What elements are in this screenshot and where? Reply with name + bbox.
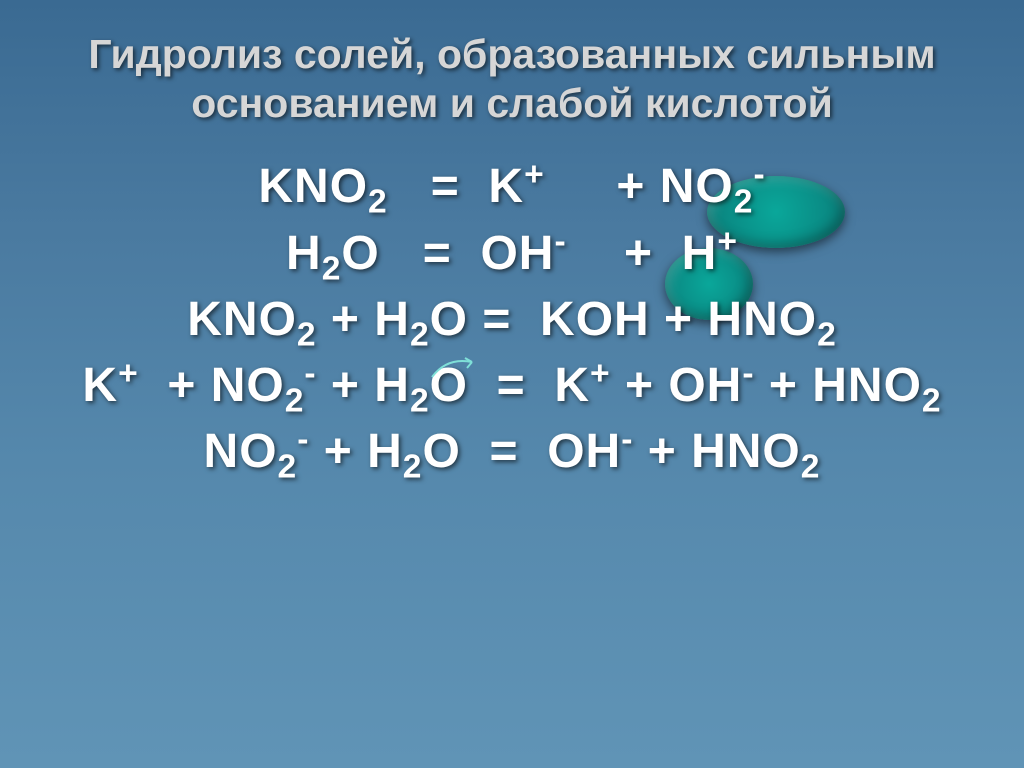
- equation-line-3: KNO2 + H2O = KOH + HNO2: [30, 287, 994, 353]
- equation-line-5: NO2- + H2O = OH- + HNO2: [30, 419, 994, 485]
- equation-line-4: K+ + NO2- + H2O = K+ + OH- + HNO2: [30, 353, 994, 419]
- equation-block: KNO2 = K+ + NO2- H2O = OH- + H+ KNO2 + H…: [30, 154, 994, 485]
- slide-title: Гидролиз солей, образованных сильным осн…: [30, 30, 994, 128]
- equation-line-2: H2O = OH- + H+: [30, 221, 994, 287]
- slide: Гидролиз солей, образованных сильным осн…: [0, 0, 1024, 768]
- connector-arrow-icon: [427, 352, 487, 382]
- equation-line-1: KNO2 = K+ + NO2-: [30, 154, 994, 220]
